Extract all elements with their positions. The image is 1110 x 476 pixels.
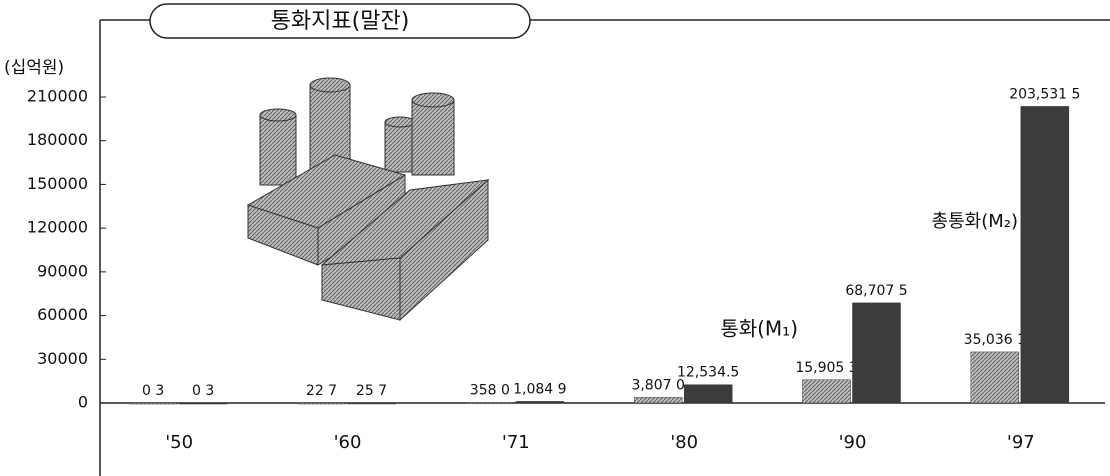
bar — [128, 402, 178, 405]
bar — [683, 384, 733, 404]
bar — [633, 397, 683, 404]
y-tick-label: 0 — [78, 393, 88, 412]
y-tick-label: 90000 — [37, 261, 88, 280]
bar — [178, 402, 228, 405]
bar — [515, 401, 565, 404]
y-tick-label: 210000 — [27, 87, 88, 106]
value-label: 35,036 1 — [964, 332, 1026, 348]
series-label: 통화(M₁) — [720, 317, 798, 341]
value-label: 1,084 9 — [513, 381, 566, 397]
chart-title: 통화지표(말잔) — [271, 9, 410, 34]
bar — [970, 351, 1020, 404]
value-label: 25 7 — [356, 383, 387, 399]
y-tick-label: 120000 — [27, 218, 88, 237]
x-tick-label: '71 — [502, 432, 530, 453]
x-tick-label: '97 — [1007, 432, 1035, 453]
value-label: 68,707 5 — [845, 283, 907, 299]
series-label: 총통화(M₂) — [932, 211, 1018, 232]
value-label: 12,534.5 — [677, 365, 739, 381]
value-label: 0 3 — [142, 383, 164, 399]
bar — [347, 402, 396, 405]
x-tick-label: '60 — [334, 432, 362, 453]
value-label: 22 7 — [306, 383, 337, 399]
money-illustration — [246, 77, 490, 322]
x-tick-label: '50 — [165, 432, 193, 453]
value-label: 203,531 5 — [1009, 86, 1080, 102]
y-axis-label: (십억원) — [4, 58, 64, 78]
bar — [852, 302, 901, 404]
title-box — [149, 3, 531, 39]
bar — [802, 379, 851, 404]
x-tick-label: '80 — [670, 432, 698, 453]
value-label: 15,905 3 — [795, 360, 857, 376]
bar — [465, 402, 515, 404]
x-tick-label: '90 — [839, 432, 867, 453]
value-label: 3,807 0 — [631, 377, 684, 393]
y-tick-label: 180000 — [27, 130, 88, 149]
value-label: 0 3 — [192, 383, 214, 399]
y-tick-label: 150000 — [27, 174, 88, 193]
y-tick-label: 30000 — [37, 349, 88, 368]
y-tick-label: 60000 — [37, 305, 88, 324]
bar — [297, 402, 346, 405]
bar — [1020, 106, 1070, 404]
value-label: 358 0 — [470, 382, 510, 398]
